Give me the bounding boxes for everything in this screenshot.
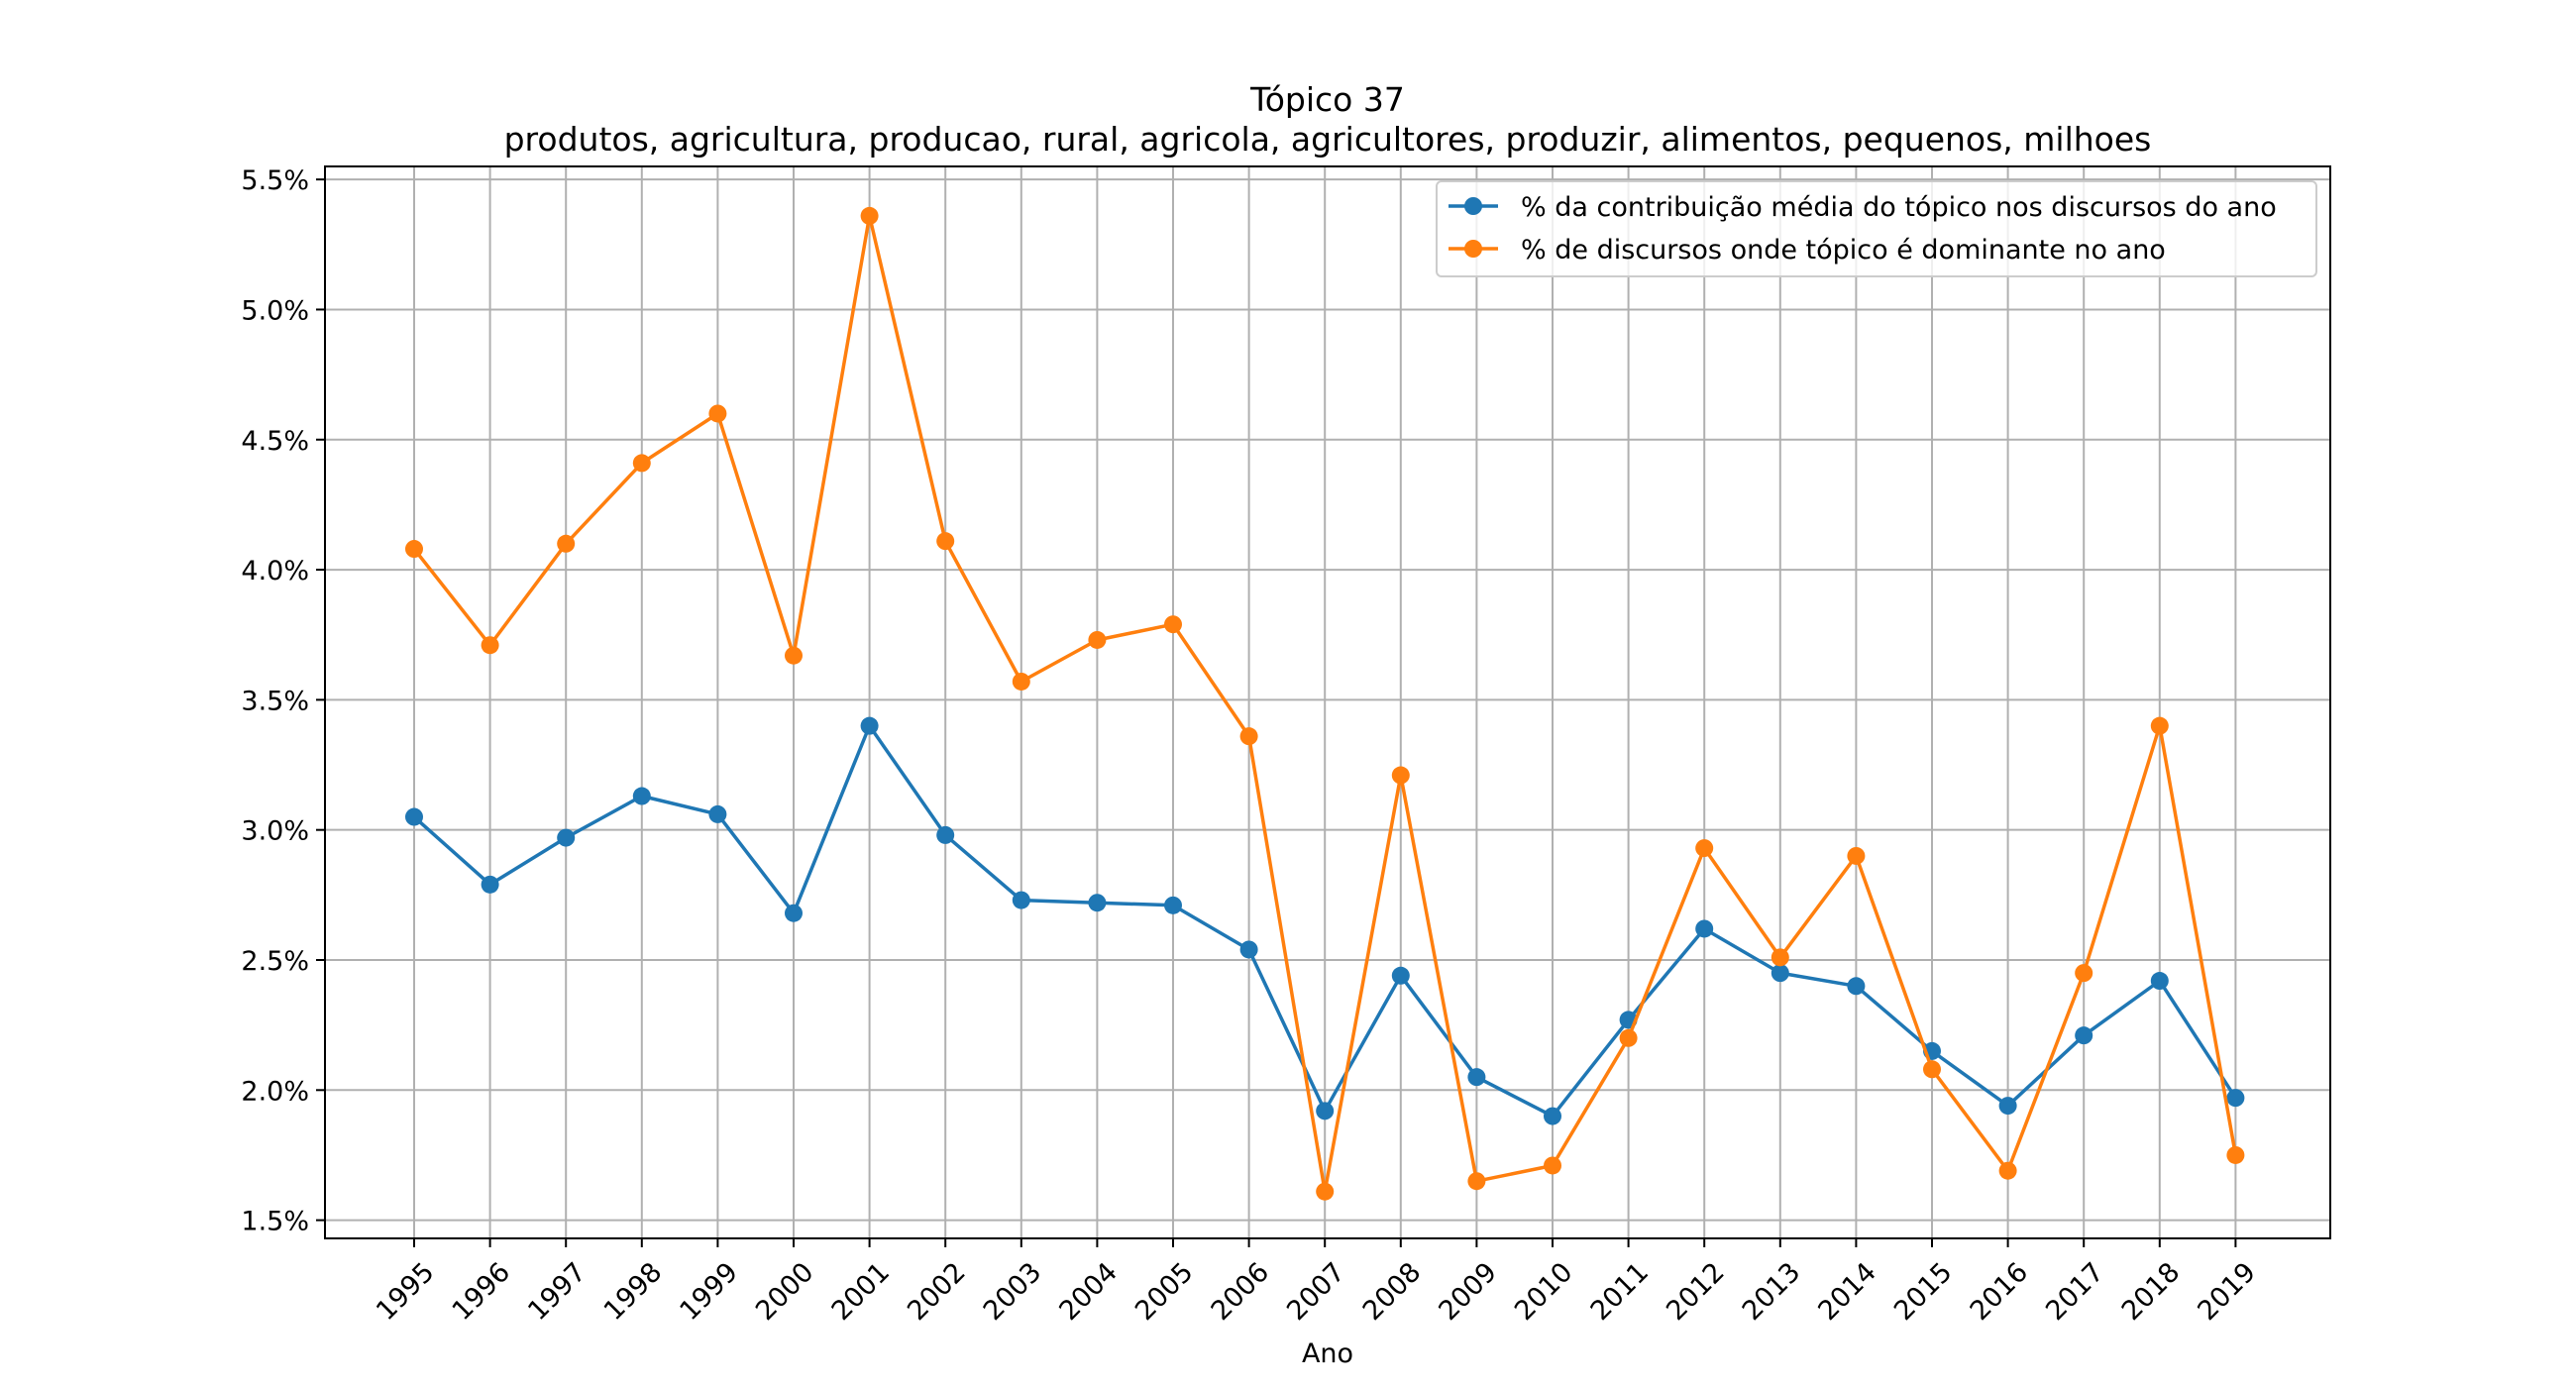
series-2-point	[1467, 1172, 1486, 1191]
series-1-point	[2075, 1026, 2093, 1045]
plot-area-frame	[324, 165, 2331, 1239]
x-tick-label: 2002	[902, 1257, 972, 1328]
series-1-point	[1088, 894, 1107, 912]
series-2	[405, 206, 2245, 1201]
x-axis-label: Ano	[1302, 1338, 1353, 1369]
series-2-point	[2150, 716, 2169, 735]
x-tick-label: 2004	[1053, 1257, 1124, 1328]
series-1-point	[1695, 919, 1714, 938]
chart-title: Tópico 37	[1249, 80, 1405, 119]
series-2-point	[632, 454, 651, 473]
series-2-point	[481, 636, 499, 655]
y-axis: 1.5% 2.0% 2.5% 3.0% 3.5% 4.0% 4.5% 5.0% 5.5%	[241, 165, 325, 1237]
x-tick-label: 2011	[1585, 1257, 1656, 1328]
y-tick-label: 4.0%	[241, 556, 309, 587]
series-1-point	[708, 804, 727, 823]
series-1-point	[1544, 1107, 1561, 1125]
series-2-point	[557, 534, 576, 553]
x-tick-label: 1998	[598, 1257, 669, 1328]
series-1-point	[860, 716, 879, 735]
y-tick-label: 2.5%	[241, 946, 309, 977]
series-2-point	[785, 646, 803, 665]
x-tick-label: 1999	[674, 1257, 744, 1328]
y-tick-label: 3.0%	[241, 816, 309, 847]
x-tick-label: 2000	[750, 1257, 820, 1328]
series-1-point	[1771, 964, 1789, 983]
series-2-point	[1544, 1156, 1561, 1175]
x-tick-label: 2010	[1509, 1257, 1579, 1328]
x-tick-label: 2009	[1433, 1257, 1503, 1328]
series-1-point	[405, 807, 423, 826]
series-1-point	[1239, 940, 1258, 959]
series-1-point	[1316, 1102, 1335, 1120]
series-2-point	[2075, 964, 2093, 983]
x-tick-label: 2014	[1812, 1257, 1882, 1328]
x-tick-label: 2013	[1737, 1257, 1807, 1328]
x-tick-label: 2007	[1281, 1257, 1351, 1328]
y-tick-label: 2.0%	[241, 1076, 309, 1107]
series-1-point	[1998, 1097, 2017, 1116]
series-1-point	[481, 875, 499, 894]
legend-box	[1436, 180, 2317, 277]
series-1-point	[2226, 1089, 2245, 1108]
series-2-point	[1239, 727, 1258, 746]
x-axis: 1995 1996 1997 1998 1999 2000 2001 2002 2003 2004…	[371, 1238, 2262, 1327]
series-1-point	[2150, 972, 2169, 991]
series-1-point	[1391, 966, 1410, 985]
series-1	[405, 716, 2245, 1125]
series-2-point	[1771, 948, 1789, 967]
series-1-point	[557, 828, 576, 847]
series-2-point	[1164, 615, 1182, 634]
x-tick-label: 2003	[978, 1257, 1048, 1328]
series-2-point	[1847, 846, 1866, 865]
series-2-point	[1012, 672, 1030, 691]
x-tick-label: 2001	[826, 1257, 897, 1328]
series-2-point	[2226, 1145, 2245, 1164]
x-tick-label: 2008	[1357, 1257, 1428, 1328]
x-tick-label: 2006	[1206, 1257, 1276, 1328]
x-tick-label: 2016	[1965, 1257, 2035, 1328]
grid-lines	[325, 166, 2330, 1238]
series-1-point	[1164, 896, 1182, 914]
x-tick-label: 2015	[1888, 1257, 1959, 1328]
series-2-point	[1619, 1028, 1638, 1047]
x-tick-label: 2019	[2192, 1257, 2262, 1328]
x-tick-label: 1996	[447, 1257, 517, 1328]
series-2-point	[1088, 630, 1107, 649]
x-tick-label: 2018	[2116, 1257, 2187, 1328]
series-1-point	[632, 787, 651, 805]
series-2-point	[1998, 1161, 2017, 1180]
y-tick-label: 1.5%	[241, 1207, 309, 1237]
x-tick-label: 2005	[1129, 1257, 1200, 1328]
y-tick-label: 3.5%	[241, 686, 309, 716]
series-2-point	[1695, 839, 1714, 858]
series-1-point	[1012, 891, 1030, 909]
series-2-point	[708, 404, 727, 423]
series-1-point	[936, 825, 955, 844]
legend-label-2: % de discursos onde tópico é dominante n…	[1521, 235, 2166, 266]
y-tick-label: 5.0%	[241, 295, 309, 326]
x-tick-label: 2012	[1661, 1257, 1731, 1328]
series-2-point	[1316, 1182, 1335, 1201]
series-layer	[405, 206, 2245, 1201]
series-1-point	[1467, 1068, 1486, 1087]
series-2-point	[1923, 1060, 1941, 1079]
legend: % da contribuição média do tópico nos di…	[1436, 180, 2317, 277]
chart-subtitle: produtos, agricultura, producao, rural, …	[504, 120, 2152, 159]
x-tick-label: 2017	[2040, 1257, 2110, 1328]
y-tick-label: 5.5%	[241, 165, 309, 196]
x-tick-label: 1997	[522, 1257, 592, 1328]
series-2-point	[936, 532, 955, 551]
series-2-point	[860, 206, 879, 225]
series-1-point	[1847, 977, 1866, 996]
series-1-point	[785, 904, 803, 922]
legend-marker-2	[1464, 240, 1482, 258]
series-2-point	[405, 540, 423, 559]
x-tick-label: 1995	[371, 1257, 441, 1328]
y-tick-label: 4.5%	[241, 426, 309, 457]
legend-marker-1	[1464, 197, 1482, 215]
legend-label-1: % da contribuição média do tópico nos di…	[1521, 192, 2277, 223]
series-2-point	[1391, 766, 1410, 785]
